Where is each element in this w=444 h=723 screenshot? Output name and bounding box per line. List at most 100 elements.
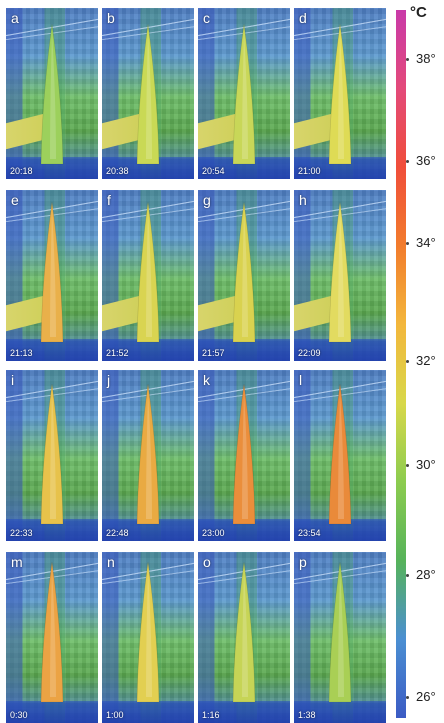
scale-tick: 38° — [404, 50, 444, 68]
spadix-body — [136, 561, 160, 703]
color-scale-bar — [396, 10, 406, 718]
scale-tick: 34° — [404, 234, 444, 252]
cool-ground — [198, 157, 290, 179]
thermal-panel-k: k 23:00 — [198, 370, 290, 541]
panel-letter: n — [107, 554, 115, 570]
spadix-shape — [136, 201, 160, 343]
panel-letter: j — [107, 372, 111, 388]
panel-letter: e — [11, 192, 19, 208]
spadix-highlight — [242, 572, 248, 697]
tick-label: 30° — [416, 457, 436, 472]
spadix-shape — [136, 23, 160, 165]
tick-dot — [406, 360, 409, 363]
spadix-body — [40, 561, 64, 703]
spadix-body — [136, 23, 160, 165]
tick-label: 36° — [416, 153, 436, 168]
tick-dot — [406, 242, 409, 245]
spadix-highlight — [338, 394, 344, 519]
cool-ground — [294, 519, 386, 541]
spadix-highlight — [338, 34, 344, 159]
spadix-highlight — [146, 212, 152, 337]
spadix-body — [40, 383, 64, 525]
spadix-body — [40, 23, 64, 165]
cool-ground — [102, 519, 194, 541]
thermal-panel-m: m 0:30 — [6, 552, 98, 723]
spadix-body — [328, 561, 352, 703]
panel-timestamp: 22:09 — [298, 348, 321, 358]
spadix-shape — [328, 201, 352, 343]
cool-ground — [6, 339, 98, 361]
panel-letter: d — [299, 10, 307, 26]
cool-ground — [198, 339, 290, 361]
spadix-shape — [40, 561, 64, 703]
thermal-panel-j: j 22:48 — [102, 370, 194, 541]
panel-timestamp: 0:30 — [10, 710, 28, 720]
thermal-panel-o: o 1:16 — [198, 552, 290, 723]
spadix-highlight — [146, 34, 152, 159]
spadix-body — [232, 383, 256, 525]
cool-ground — [294, 157, 386, 179]
panel-letter: m — [11, 554, 23, 570]
thermal-panel-a: a 20:18 — [6, 8, 98, 179]
panel-timestamp: 22:48 — [106, 528, 129, 538]
spadix-body — [40, 201, 64, 343]
scale-tick: 26° — [404, 688, 444, 706]
cool-ground — [294, 339, 386, 361]
panel-letter: h — [299, 192, 307, 208]
thermal-panel-i: i 22:33 — [6, 370, 98, 541]
tick-label: 34° — [416, 235, 436, 250]
spadix-shape — [40, 383, 64, 525]
panel-letter: a — [11, 10, 19, 26]
cool-ground — [102, 701, 194, 723]
spadix-highlight — [338, 212, 344, 337]
panel-timestamp: 1:00 — [106, 710, 124, 720]
spadix-highlight — [242, 212, 248, 337]
tick-label: 38° — [416, 51, 436, 66]
thermal-panel-c: c 20:54 — [198, 8, 290, 179]
scale-tick: 32° — [404, 352, 444, 370]
spadix-highlight — [242, 394, 248, 519]
panel-timestamp: 1:16 — [202, 710, 220, 720]
spadix-highlight — [50, 572, 56, 697]
spadix-body — [328, 383, 352, 525]
spadix-highlight — [50, 212, 56, 337]
panel-letter: l — [299, 372, 303, 388]
cool-ground — [6, 157, 98, 179]
cool-ground — [102, 157, 194, 179]
tick-dot — [406, 696, 409, 699]
spadix-highlight — [50, 34, 56, 159]
tick-label: 28° — [416, 567, 436, 582]
panel-letter: p — [299, 554, 307, 570]
panel-letter: o — [203, 554, 211, 570]
spadix-shape — [40, 23, 64, 165]
spadix-body — [232, 201, 256, 343]
cool-ground — [294, 701, 386, 723]
spadix-highlight — [146, 572, 152, 697]
thermal-panel-l: l 23:54 — [294, 370, 386, 541]
panel-timestamp: 23:54 — [298, 528, 321, 538]
cool-ground — [102, 339, 194, 361]
scale-tick: 30° — [404, 456, 444, 474]
tick-dot — [406, 58, 409, 61]
panel-timestamp: 20:38 — [106, 166, 129, 176]
thermal-panel-b: b 20:38 — [102, 8, 194, 179]
panel-letter: b — [107, 10, 115, 26]
panel-timestamp: 21:52 — [106, 348, 129, 358]
thermal-panel-g: g 21:57 — [198, 190, 290, 361]
panel-letter: k — [203, 372, 210, 388]
spadix-shape — [328, 23, 352, 165]
temperature-scale: °C 38° 36° 34° 32° 30° 28° 26° — [396, 4, 444, 720]
panel-timestamp: 1:38 — [298, 710, 316, 720]
spadix-shape — [40, 201, 64, 343]
spadix-shape — [232, 201, 256, 343]
spadix-shape — [136, 561, 160, 703]
thermal-panel-f: f 21:52 — [102, 190, 194, 361]
spadix-shape — [232, 23, 256, 165]
spadix-highlight — [242, 34, 248, 159]
spadix-shape — [232, 561, 256, 703]
tick-dot — [406, 160, 409, 163]
tick-label: 32° — [416, 353, 436, 368]
panel-timestamp: 22:33 — [10, 528, 33, 538]
spadix-shape — [328, 383, 352, 525]
